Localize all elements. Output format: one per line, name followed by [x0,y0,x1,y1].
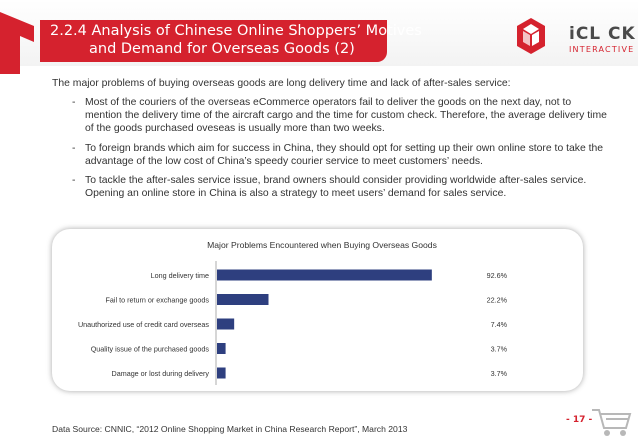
bar [217,367,226,379]
category-label: Unauthorized use of credit card overseas [78,320,209,329]
category-label: Damage or lost during delivery [112,369,210,378]
iclick-logo-icon [517,18,545,54]
logo-wordmark: iCL CK [569,24,636,44]
page-title-line2: and Demand for Overseas Goods (2) [89,41,355,57]
value-label: 3.7% [491,345,508,354]
brand-mark-icon [0,12,34,74]
shopping-cart-icon [592,409,632,436]
value-label: 92.6% [487,271,508,280]
data-source: Data Source: CNNIC, “2012 Online Shoppin… [52,424,408,434]
bar [217,343,226,354]
bar-chart: Major Problems Encountered when Buying O… [78,240,508,385]
category-label: Fail to return or exchange goods [106,296,210,305]
bullet-item: - Most of the couriers of the overseas eC… [72,97,607,135]
title-banner [40,20,387,62]
value-label: 22.2% [487,296,508,305]
bullet-text: To tackle the after-sales service issue,… [85,175,587,200]
bar [217,294,269,305]
page-number: - 17 - [566,415,593,425]
bullet-text: Most of the couriers of the overseas eCo… [85,97,607,135]
value-label: 3.7% [491,369,508,378]
bar [217,318,235,330]
page-title-line1: 2.2.4 Analysis of Chinese Online Shopper… [50,23,422,39]
bullet-item: - To tackle the after-sales service issue… [72,175,587,200]
logo-tagline: INTERACTIVE [569,45,635,54]
bar [217,269,432,281]
value-label: 7.4% [491,320,508,329]
bullet-text: To foreign brands which aim for success … [85,142,604,167]
chart-title: Major Problems Encountered when Buying O… [207,240,437,250]
category-label: Long delivery time [151,271,209,280]
intro-paragraph: The major problems of buying overseas go… [52,78,511,89]
bullet-list: - Most of the couriers of the overseas eC… [64,96,609,206]
bullet-item: - To foreign brands which aim for success… [72,142,604,167]
chart-card [52,229,583,391]
category-label: Quality issue of the purchased goods [91,345,210,354]
